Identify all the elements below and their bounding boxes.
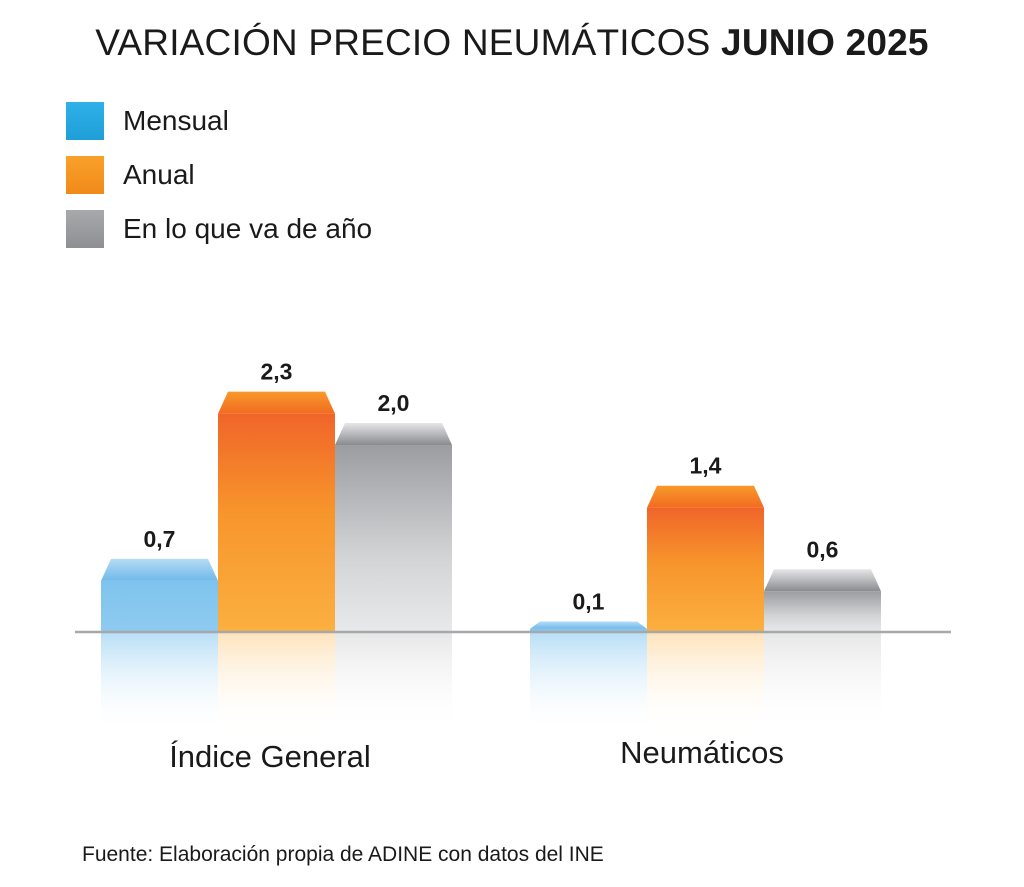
category-label-neumaticos: Neumáticos bbox=[620, 735, 784, 770]
legend-swatch-anual bbox=[66, 156, 104, 194]
bar-top-mensual-1 bbox=[530, 621, 647, 629]
bar-top-anual-1 bbox=[647, 485, 764, 508]
source-note: Fuente: Elaboración propia de ADINE con … bbox=[82, 843, 604, 866]
value-label-anual-1: 1,4 bbox=[690, 453, 722, 479]
legend-swatch-ytd bbox=[66, 210, 104, 248]
bar-ytd-1 bbox=[764, 591, 881, 632]
value-label-mensual-0: 0,7 bbox=[144, 526, 176, 552]
value-label-ytd-0: 2,0 bbox=[378, 390, 410, 416]
value-label-ytd-1: 0,6 bbox=[807, 536, 839, 562]
bar-top-mensual-0 bbox=[101, 558, 218, 581]
legend-item-mensual: Mensual bbox=[66, 94, 372, 148]
bar-ytd-0 bbox=[335, 445, 452, 632]
bar-mensual-1 bbox=[530, 628, 647, 632]
legend-item-ytd: En lo que va de año bbox=[66, 202, 372, 256]
bar-reflection-anual-0 bbox=[218, 633, 335, 733]
bar-reflection-ytd-1 bbox=[764, 633, 881, 733]
bar-top-ytd-1 bbox=[764, 569, 881, 592]
legend-label-mensual: Mensual bbox=[123, 105, 229, 136]
bar-reflection-ytd-0 bbox=[335, 633, 452, 733]
legend-label-ytd: En lo que va de año bbox=[123, 213, 373, 244]
bar-top-anual-0 bbox=[218, 391, 335, 414]
value-label-mensual-1: 0,1 bbox=[573, 589, 605, 615]
title-bold: JUNIO 2025 bbox=[721, 22, 929, 63]
bar-reflection-mensual-1 bbox=[530, 633, 647, 733]
legend-item-anual: Anual bbox=[66, 148, 372, 202]
chart-title: VARIACIÓN PRECIO NEUMÁTICOS JUNIO 2025 bbox=[0, 22, 1024, 64]
bar-anual-0 bbox=[218, 413, 335, 632]
value-label-anual-0: 2,3 bbox=[261, 359, 293, 385]
legend-label-anual: Anual bbox=[123, 159, 195, 190]
legend-swatch-mensual bbox=[66, 102, 104, 140]
legend: Mensual Anual En lo que va de año bbox=[66, 94, 372, 256]
category-label-indice-general: Índice General bbox=[169, 739, 371, 774]
bar-mensual-0 bbox=[101, 580, 218, 632]
title-main: VARIACIÓN PRECIO NEUMÁTICOS bbox=[95, 22, 711, 63]
bar-reflection-mensual-0 bbox=[101, 633, 218, 733]
bar-reflection-anual-1 bbox=[647, 633, 764, 733]
bar-anual-1 bbox=[647, 507, 764, 632]
bar-top-ytd-0 bbox=[335, 423, 452, 445]
